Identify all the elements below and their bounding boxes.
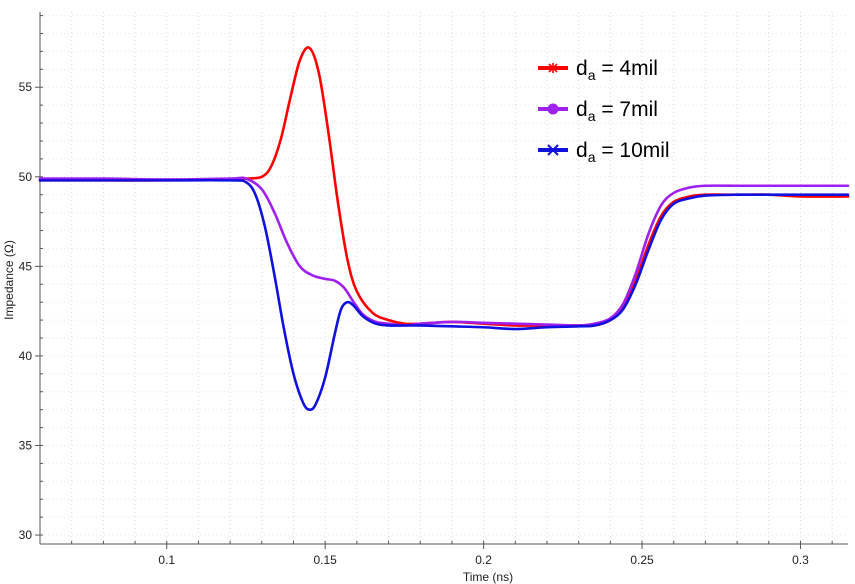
y-axis-title: Impedance (Ω) [2, 240, 16, 320]
x-tick-label: 0.2 [475, 553, 492, 567]
x-tick-label: 0.1 [158, 553, 175, 567]
legend-label-2: da = 7mil [576, 98, 658, 124]
y-tick-label: 30 [19, 528, 33, 542]
grid [39, 12, 848, 544]
legend-marker-2 [547, 103, 559, 115]
y-tick-label: 35 [19, 438, 33, 452]
y-tick-label: 45 [19, 259, 33, 273]
x-axis-title: Time (ns) [463, 570, 513, 584]
series-line-3 [38, 178, 850, 412]
legend-label-3: da = 10mil [576, 139, 670, 165]
y-tick-label: 55 [19, 80, 33, 94]
y-tick-label: 40 [19, 349, 33, 363]
x-tick-label: 0.15 [313, 553, 337, 567]
x-tick-label: 0.25 [630, 553, 654, 567]
series-layer [38, 46, 850, 412]
legend-marker-1 [548, 63, 558, 73]
legend-label-1: da = 4mil [576, 57, 658, 83]
axes [39, 12, 848, 545]
legend-marker-3 [547, 144, 559, 156]
legend: da = 4mil da = 7mil da = 10mil [538, 57, 670, 165]
y-tick-label: 50 [19, 170, 33, 184]
y-ticks: 30 35 40 45 50 55 [19, 15, 43, 542]
series-line-2 [38, 176, 850, 327]
x-tick-label: 0.3 [792, 553, 809, 567]
x-ticks: 0.1 0.15 0.2 0.25 0.3 [39, 541, 833, 567]
